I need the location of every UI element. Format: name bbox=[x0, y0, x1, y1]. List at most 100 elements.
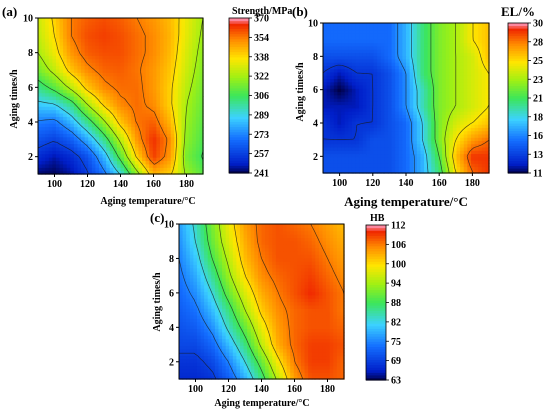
heatmap-surface-cell bbox=[420, 62, 425, 66]
heatmap-surface-cell bbox=[330, 45, 335, 50]
heatmap-surface-cell bbox=[337, 137, 342, 141]
x-tick-label: 180 bbox=[179, 179, 194, 190]
heatmap-surface-cell bbox=[185, 51, 190, 56]
heatmap-surface-cell bbox=[387, 39, 393, 44]
heatmap-surface-cell bbox=[434, 62, 440, 66]
heatmap-surface-cell bbox=[485, 62, 490, 66]
heatmap-surface-cell bbox=[174, 126, 179, 131]
heatmap-surface-cell bbox=[474, 65, 479, 70]
heatmap-surface-cell bbox=[177, 45, 183, 50]
heatmap-surface-cell bbox=[70, 62, 75, 67]
heatmap-surface-cell bbox=[106, 89, 111, 94]
heatmap-surface-cell bbox=[174, 89, 179, 94]
heatmap-surface-cell bbox=[474, 111, 479, 115]
colorbar-segment bbox=[229, 28, 249, 32]
heatmap-surface-cell bbox=[395, 133, 400, 138]
heatmap-surface-cell bbox=[77, 28, 82, 33]
heatmap-surface-cell bbox=[38, 75, 43, 80]
colorbar-segment bbox=[508, 25, 528, 29]
heatmap-surface-cell bbox=[138, 123, 143, 128]
heatmap-surface-cell bbox=[52, 146, 57, 151]
heatmap-surface-cell bbox=[179, 365, 184, 370]
heatmap-surface-cell bbox=[341, 143, 346, 148]
colorbar-segment bbox=[508, 143, 528, 147]
heatmap-surface-cell bbox=[478, 78, 483, 83]
heatmap-surface-cell bbox=[348, 55, 353, 60]
heatmap-surface-cell bbox=[134, 92, 140, 97]
heatmap-surface-cell bbox=[192, 167, 197, 172]
colorbar-segment bbox=[508, 70, 528, 74]
heatmap-surface-cell bbox=[478, 117, 483, 122]
heatmap-surface-cell bbox=[63, 48, 68, 53]
heatmap-surface-cell bbox=[351, 137, 357, 141]
heatmap-surface-cell bbox=[456, 71, 461, 76]
heatmap-surface-cell bbox=[359, 137, 364, 141]
heatmap-surface-cell bbox=[406, 62, 411, 66]
heatmap-surface-cell bbox=[167, 92, 172, 97]
heatmap-surface-cell bbox=[170, 41, 175, 46]
heatmap-surface-cell bbox=[167, 96, 172, 100]
heatmap-surface-cell bbox=[470, 62, 476, 66]
heatmap-surface-cell bbox=[409, 120, 414, 125]
heatmap-surface-cell bbox=[467, 107, 472, 112]
heatmap-surface-cell bbox=[409, 169, 414, 174]
heatmap-surface-cell bbox=[124, 72, 129, 77]
heatmap-surface-cell bbox=[156, 96, 161, 100]
heatmap-surface-cell bbox=[131, 79, 136, 84]
heatmap-surface-cell bbox=[366, 39, 371, 44]
heatmap-surface-cell bbox=[438, 36, 443, 40]
heatmap-surface-cell bbox=[362, 94, 367, 99]
heatmap-surface-cell bbox=[63, 79, 68, 84]
heatmap-surface-cell bbox=[134, 48, 140, 53]
heatmap-surface-cell bbox=[481, 137, 486, 141]
heatmap-surface-cell bbox=[195, 106, 201, 111]
heatmap-surface-cell bbox=[481, 111, 486, 115]
heatmap-surface-cell bbox=[416, 159, 422, 164]
heatmap-surface-cell bbox=[391, 88, 396, 93]
heatmap-surface-cell bbox=[116, 24, 122, 29]
heatmap-surface-cell bbox=[120, 157, 125, 162]
heatmap-surface-cell bbox=[344, 88, 349, 93]
heatmap-surface-cell bbox=[431, 120, 436, 125]
heatmap-surface-cell bbox=[127, 96, 132, 100]
heatmap-surface-cell bbox=[391, 156, 396, 161]
heatmap-surface-cell bbox=[359, 81, 364, 86]
heatmap-surface-cell bbox=[481, 117, 486, 122]
heatmap-surface-cell bbox=[138, 38, 143, 43]
heatmap-surface-cell bbox=[188, 58, 193, 63]
heatmap-surface-cell bbox=[98, 21, 104, 26]
heatmap-surface-cell bbox=[218, 362, 223, 367]
heatmap-surface-cell bbox=[333, 81, 339, 86]
heatmap-surface-cell bbox=[351, 91, 357, 96]
heatmap-surface-cell bbox=[156, 62, 161, 67]
heatmap-surface-cell bbox=[181, 65, 186, 70]
heatmap-surface-cell bbox=[387, 124, 393, 128]
heatmap-surface-cell bbox=[88, 75, 93, 80]
heatmap-surface-cell bbox=[102, 18, 107, 22]
heatmap-surface-cell bbox=[120, 62, 125, 67]
heatmap-surface-cell bbox=[142, 119, 147, 124]
colorbar-segment bbox=[508, 60, 528, 64]
heatmap-surface-cell bbox=[283, 375, 288, 380]
heatmap-surface-cell bbox=[387, 26, 393, 31]
heatmap-surface-cell bbox=[204, 365, 209, 370]
heatmap-surface-cell bbox=[177, 65, 183, 70]
heatmap-surface-cell bbox=[91, 24, 96, 29]
heatmap-surface-cell bbox=[384, 169, 389, 174]
heatmap-surface-cell bbox=[142, 24, 147, 29]
colorbar-segment bbox=[508, 53, 528, 57]
heatmap-surface-cell bbox=[138, 112, 143, 117]
heatmap-surface-cell bbox=[59, 136, 64, 141]
colorbar-segment bbox=[508, 95, 528, 99]
heatmap-surface-cell bbox=[120, 92, 125, 97]
heatmap-surface-cell bbox=[192, 75, 197, 80]
heatmap-surface-cell bbox=[427, 91, 432, 96]
heatmap-surface-cell bbox=[131, 89, 136, 94]
heatmap-surface-cell bbox=[182, 372, 187, 377]
heatmap-surface-cell bbox=[163, 82, 168, 87]
heatmap-surface-cell bbox=[452, 150, 458, 155]
heatmap-surface-cell bbox=[63, 167, 68, 172]
heatmap-surface-cell bbox=[120, 153, 125, 158]
heatmap-surface-cell bbox=[424, 42, 429, 47]
heatmap-surface-cell bbox=[84, 146, 89, 151]
